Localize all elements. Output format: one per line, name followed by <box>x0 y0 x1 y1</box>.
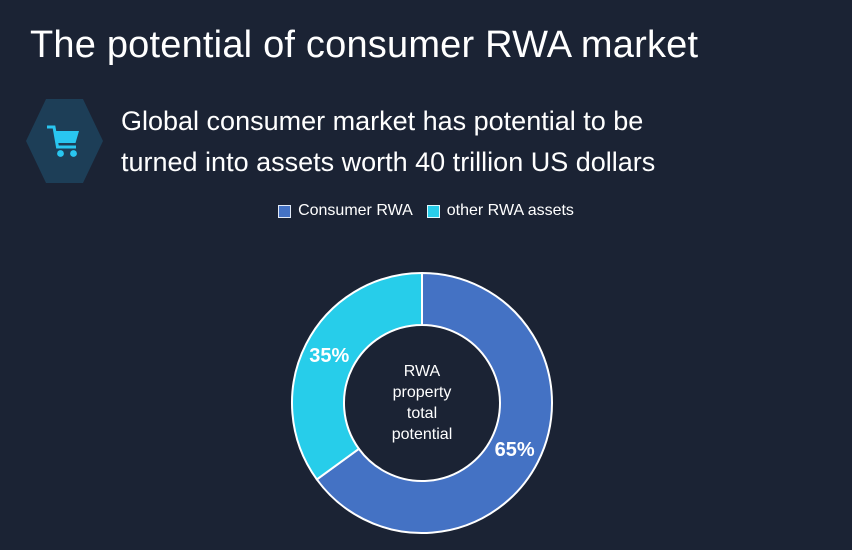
slice-label-other-rwa-assets: 35% <box>309 345 349 367</box>
subtitle-line-1: Global consumer market has potential to … <box>121 106 644 136</box>
donut-center-label-line-2: property <box>392 384 452 401</box>
cart-wheel-left <box>56 150 64 157</box>
legend-swatch-other-rwa-assets <box>426 204 440 218</box>
donut-chart: 65% 35% RWA property total potential <box>288 269 556 537</box>
legend-item-other-rwa-assets: other RWA assets <box>426 202 574 220</box>
legend-label-other-rwa-assets: other RWA assets <box>446 202 574 219</box>
cart-basket <box>55 131 79 143</box>
slice-label-consumer-rwa: 65% <box>495 439 535 461</box>
legend-label-consumer-rwa: Consumer RWA <box>298 202 413 219</box>
donut-center-label: RWA property total potential <box>347 361 497 445</box>
donut-center-label-line-1: RWA <box>403 363 441 380</box>
legend-item-consumer-rwa: Consumer RWA <box>278 202 413 220</box>
cart-handle <box>46 125 76 149</box>
donut-chart-svg: 65% 35% <box>291 272 553 534</box>
chart-legend: Consumer RWA other RWA assets <box>0 202 852 220</box>
page-title: The potential of consumer RWA market <box>30 24 699 66</box>
shopping-cart-icon <box>46 125 79 157</box>
donut-center-label-line-3: total <box>406 405 438 422</box>
donut-center-label-line-4: potential <box>391 426 453 443</box>
subtitle: Global consumer market has potential to … <box>121 101 655 183</box>
hexagon-badge <box>26 99 103 183</box>
donut-slice-other-rwa-assets <box>291 272 423 481</box>
legend-swatch-consumer-rwa <box>278 204 292 218</box>
cart-wheel-right <box>69 150 77 157</box>
subtitle-line-2: turned into assets worth 40 trillion US … <box>121 147 656 177</box>
donut-slice-consumer-rwa <box>315 272 553 534</box>
